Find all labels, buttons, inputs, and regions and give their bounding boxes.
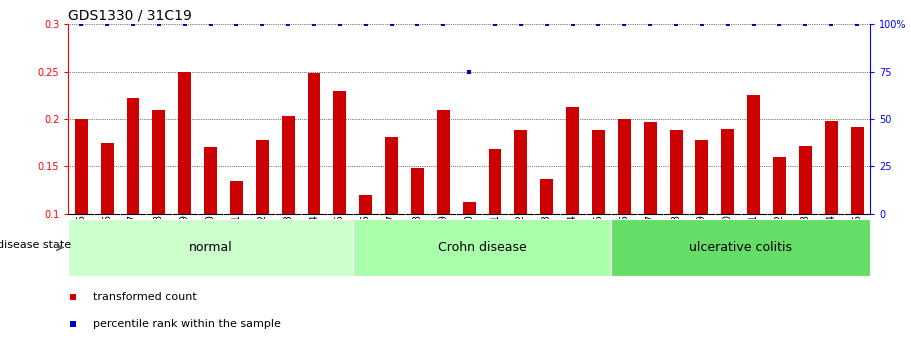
Text: GSM29596: GSM29596 [102,214,112,267]
Text: GSM29615: GSM29615 [593,214,603,267]
Text: GSM29617: GSM29617 [645,214,655,267]
Bar [437,110,450,214]
Text: GDS1330 / 31C19: GDS1330 / 31C19 [68,9,192,23]
Bar [385,137,398,214]
Bar [75,119,87,214]
Bar [353,219,611,276]
Text: GSM29603: GSM29603 [283,214,293,267]
Text: GSM29622: GSM29622 [774,214,784,267]
Bar [611,219,870,276]
Text: GSM29623: GSM29623 [801,214,811,267]
Text: GSM29608: GSM29608 [413,214,423,267]
Text: GSM29614: GSM29614 [568,214,578,267]
Bar [308,73,321,214]
Text: GSM29604: GSM29604 [309,214,319,267]
Text: GSM29625: GSM29625 [852,214,862,267]
Bar [695,140,709,214]
Text: GSM29602: GSM29602 [257,214,267,267]
Bar [722,128,734,214]
Bar [592,130,605,214]
Bar [333,90,346,214]
Bar [773,157,786,214]
Text: normal: normal [189,241,232,254]
Text: GSM29613: GSM29613 [542,214,552,267]
Text: GSM29605: GSM29605 [335,214,345,267]
Bar [824,121,838,214]
Text: GSM29598: GSM29598 [154,214,164,267]
Text: GSM29618: GSM29618 [671,214,681,267]
Bar [359,195,373,214]
Text: GSM29601: GSM29601 [231,214,241,267]
Bar [127,98,139,214]
Bar [281,116,294,214]
Bar [488,149,501,214]
Text: transformed count: transformed count [93,292,197,302]
Text: GSM29616: GSM29616 [619,214,630,267]
Bar [540,179,553,214]
Text: GSM29610: GSM29610 [465,214,474,267]
Bar [463,201,476,214]
Bar [411,168,424,214]
Text: GSM29609: GSM29609 [438,214,448,267]
Text: GSM29611: GSM29611 [490,214,500,267]
Text: ulcerative colitis: ulcerative colitis [690,241,793,254]
Text: GSM29621: GSM29621 [749,214,759,267]
Bar [204,148,217,214]
Text: GSM29606: GSM29606 [361,214,371,267]
Text: percentile rank within the sample: percentile rank within the sample [93,319,281,329]
Text: GSM29599: GSM29599 [179,214,189,267]
Text: GSM29620: GSM29620 [722,214,732,267]
Text: GSM29619: GSM29619 [697,214,707,267]
Text: GSM29595: GSM29595 [77,214,87,267]
Bar [566,107,579,214]
Bar [515,130,527,214]
Bar [644,122,657,214]
Bar [100,143,114,214]
Text: GSM29612: GSM29612 [516,214,526,267]
Text: GSM29624: GSM29624 [826,214,836,267]
Bar [179,71,191,214]
Text: GSM29600: GSM29600 [206,214,216,267]
Bar [68,219,353,276]
Bar [747,95,760,214]
Bar [618,119,630,214]
Bar [230,181,243,214]
Bar [256,140,269,214]
Text: Crohn disease: Crohn disease [437,241,527,254]
Bar [152,110,165,214]
Text: disease state: disease state [0,240,71,250]
Bar [851,127,864,214]
Text: GSM29607: GSM29607 [386,214,396,267]
Bar [670,130,682,214]
Bar [799,146,812,214]
Text: GSM29597: GSM29597 [128,214,138,267]
